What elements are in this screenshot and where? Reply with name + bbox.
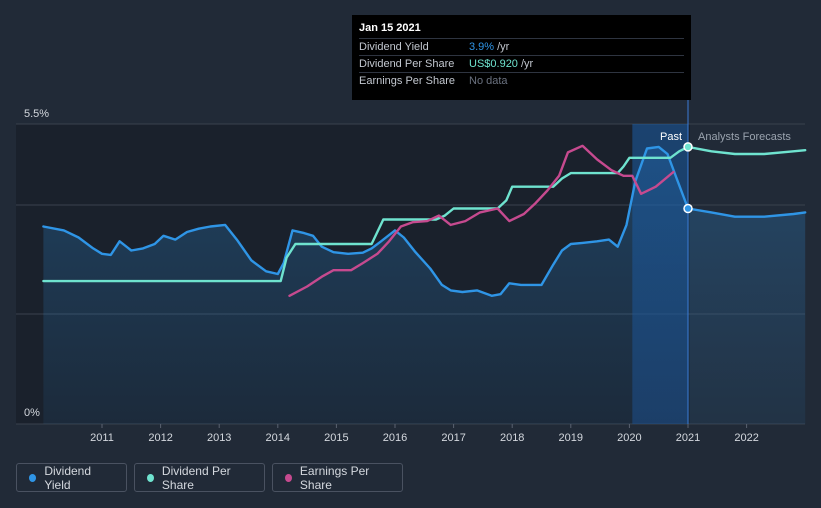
y-axis-min-label: 0% (24, 407, 40, 419)
tooltip-row-dividend-yield: Dividend Yield 3.9% /yr (359, 38, 684, 55)
x-tick-label: 2021 (676, 432, 700, 444)
tooltip-value: 3.9% (469, 41, 495, 53)
tooltip-label: Earnings Per Share (359, 75, 455, 87)
tooltip: Jan 15 2021 Dividend Yield 3.9% /yr Divi… (352, 15, 691, 100)
legend-label: Dividend Yield (44, 463, 92, 492)
earnings-per-share-line (288, 144, 675, 297)
x-tick-label: 2011 (90, 432, 114, 444)
legend-dividend-per-share[interactable]: Dividend Per Share (134, 463, 265, 492)
tooltip-unit: /yr (497, 41, 510, 53)
tooltip-label: Dividend Per Share (359, 58, 455, 70)
past-label: Past (660, 131, 682, 143)
legend-label: Earnings Per Share (299, 463, 370, 492)
legend-dot-icon (29, 473, 37, 482)
hover-highlight-band (632, 124, 688, 424)
dividend-per-share-marker (683, 142, 693, 152)
tooltip-label: Dividend Yield (359, 41, 429, 53)
dividend-per-share-line (42, 145, 807, 283)
x-tick-label: 2014 (266, 432, 290, 444)
x-tick-label: 2013 (207, 432, 231, 444)
x-tick-label: 2017 (441, 432, 465, 444)
x-tick-label: 2018 (500, 432, 524, 444)
dividend-yield-area (43, 146, 806, 424)
x-tick-label: 2016 (383, 432, 407, 444)
legend-dot-icon (285, 473, 292, 482)
x-tick-label: 2012 (148, 432, 172, 444)
dividend-yield-marker (683, 203, 693, 214)
x-tick-label: 2015 (324, 432, 348, 444)
dividend-yield-line (42, 145, 807, 297)
tooltip-date: Jan 15 2021 (359, 22, 421, 34)
tooltip-row-earnings-per-share: Earnings Per Share No data (359, 72, 684, 89)
tooltip-value: US$0.920 (469, 58, 518, 70)
tooltip-row-dividend-per-share: Dividend Per Share US$0.920 /yr (359, 55, 684, 72)
tooltip-value: No data (469, 75, 508, 87)
tooltip-unit: /yr (520, 58, 534, 70)
x-tick-label: 2020 (617, 432, 641, 444)
analysts-forecasts-label: Analysts Forecasts (698, 131, 791, 143)
x-tick-label: 2022 (734, 432, 758, 444)
legend-earnings-per-share[interactable]: Earnings Per Share (272, 463, 403, 492)
legend-dividend-yield[interactable]: Dividend Yield (16, 463, 127, 492)
x-tick-label: 2019 (559, 432, 583, 444)
legend-dot-icon (147, 473, 154, 482)
y-axis-max-label: 5.5% (24, 108, 49, 120)
legend-label: Dividend Per Share (161, 463, 231, 492)
